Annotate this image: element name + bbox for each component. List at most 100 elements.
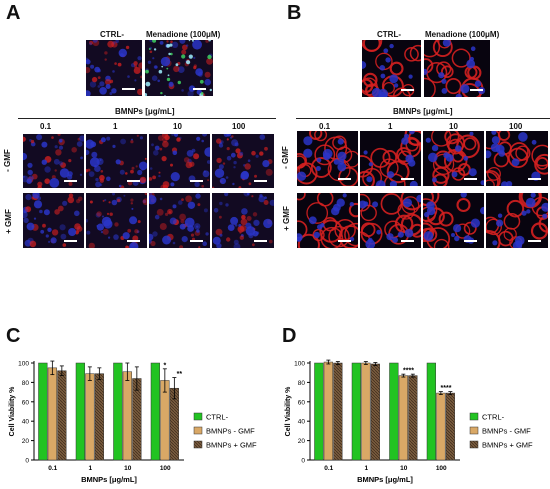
micrograph-texture: [145, 40, 213, 96]
chart-c-bar-bmnps-gmf-0.1: [47, 367, 57, 461]
chart-c-bar-bmnps+gmf-10: [132, 378, 142, 461]
micrograph-texture: [423, 131, 484, 186]
panel-b-plus-gmf-1-image: [360, 193, 421, 248]
chart-c-bar-bmnps-gmf-1: [85, 373, 95, 461]
chart-c-xtick-label: 1: [88, 465, 92, 472]
panel-b-group-title: BMNPs [μg/mL]: [393, 107, 453, 116]
scale-bar: [338, 178, 351, 180]
chart-c-bar-bmnps+gmf-1: [94, 373, 104, 461]
chart-c-ylabel: Cell Viability %: [9, 386, 16, 436]
panel-b-plus-gmf-10-image: [423, 193, 484, 248]
micrograph-texture: [486, 131, 548, 186]
chart-c-bar-ctrl--100: [150, 362, 160, 461]
panel-a-minus-gmf-0.1-image: [23, 134, 84, 188]
chart-c-bar-ctrl--0.1: [38, 362, 48, 461]
scale-bar: [64, 240, 77, 242]
chart-d-bar-ctrl--1: [351, 362, 361, 461]
panel-b-minus-gmf-0.1-image: [297, 131, 358, 186]
panel-b-conc-2: 10: [449, 122, 458, 131]
scale-bar: [122, 88, 135, 90]
chart-d-ytick-label: 0: [301, 458, 305, 465]
chart-d-ytick-label: 40: [298, 419, 306, 426]
micrograph-texture: [149, 193, 210, 248]
chart-d-bar-ctrl--10: [389, 362, 399, 461]
panel-b-letter: B: [287, 2, 302, 24]
panel-b-minus-gmf-1-image: [360, 131, 421, 186]
panel-a-ctrl-image: [86, 40, 142, 96]
chart-c-ytick-label: 0: [25, 458, 29, 465]
chart-c-xtick-label: 10: [124, 465, 132, 472]
chart-d-bar-bmnps-gmf-10: [398, 375, 408, 461]
scale-bar: [193, 88, 206, 90]
micrograph-texture: [212, 193, 274, 248]
panel-a-minus-gmf-1-image: [86, 134, 147, 188]
chart-c-legend-label: BMNPs + GMF: [206, 441, 257, 450]
panel-a-menadione-label: Menadione (100μM): [146, 30, 221, 39]
chart-d-legend-label: CTRL-: [482, 413, 505, 422]
micrograph-texture: [297, 193, 358, 248]
chart-c-legend-swatch: [193, 440, 203, 449]
scale-bar: [254, 240, 267, 242]
scale-bar: [401, 178, 414, 180]
panel-b-plus-gmf-100-image: [486, 193, 548, 248]
chart-d-significance: ****: [403, 368, 414, 375]
panel-b-conc-3: 100: [509, 122, 523, 131]
chart-c-bar-ctrl--1: [75, 362, 85, 461]
panel-a-letter: A: [6, 2, 21, 24]
chart-c-legend-swatch: [193, 426, 203, 435]
panel-b-ctrl-label: CTRL-: [377, 30, 401, 39]
chart-d-bar-bmnps-gmf-100: [436, 392, 446, 461]
panel-d-letter: D: [282, 325, 297, 347]
panel-a-minus-gmf-100-image: [212, 134, 274, 188]
chart-d-legend-label: BMNPs + GMF: [482, 441, 533, 450]
panel-b-conc-1: 1: [388, 122, 393, 131]
chart-d-ytick-label: 60: [298, 399, 306, 406]
scale-bar: [464, 240, 477, 242]
chart-c-xlabel: BMNPs [μg/mL]: [81, 475, 137, 484]
chart-d-legend-swatch: [469, 440, 479, 449]
chart-d-significance: ****: [441, 385, 452, 392]
chart-d-bar-bmnps+gmf-0.1: [333, 362, 343, 461]
chart-d-legend-swatch: [469, 412, 479, 421]
chart-d-bar-bmnps+gmf-10: [408, 375, 418, 461]
scale-bar: [254, 180, 267, 182]
scale-bar: [190, 180, 203, 182]
micrograph-texture: [149, 134, 210, 188]
scale-bar: [127, 180, 140, 182]
scale-bar: [190, 240, 203, 242]
panel-a-conc-1: 1: [113, 122, 118, 131]
panel-a-plus-gmf-100-image: [212, 193, 274, 248]
chart-d-ytick-label: 20: [298, 438, 306, 445]
micrograph-texture: [424, 40, 490, 97]
panel-a-plus-gmf-10-image: [149, 193, 210, 248]
chart-c-legend-swatch: [193, 412, 203, 421]
chart-d-bar-bmnps-gmf-0.1: [323, 361, 333, 461]
panel-b-divider: [296, 118, 550, 119]
panel-a-row-minus-gmf: - GMF: [2, 149, 12, 172]
panel-b-row-minus-gmf: - GMF: [280, 146, 290, 169]
chart-d-xtick-label: 100: [436, 465, 447, 472]
panel-a-conc-3: 100: [232, 122, 246, 131]
panel-b-menadione-image: [424, 40, 490, 97]
chart-d-xtick-label: 0.1: [324, 465, 333, 472]
micrograph-texture: [360, 193, 421, 248]
scale-bar: [401, 240, 414, 242]
chart-d-legend-swatch: [469, 426, 479, 435]
panel-a-row-plus-gmf: + GMF: [3, 209, 13, 234]
panel-b-plus-gmf-0.1-image: [297, 193, 358, 248]
scale-bar: [528, 178, 541, 180]
scale-bar: [64, 180, 77, 182]
micrograph-texture: [297, 131, 358, 186]
micrograph-texture: [23, 134, 84, 188]
chart-d-ytick-label: 80: [298, 380, 306, 387]
chart-c-legend-label: CTRL-: [206, 413, 229, 422]
panel-b-minus-gmf-100-image: [486, 131, 548, 186]
panel-a-conc-0: 0.1: [40, 122, 52, 131]
micrograph-texture: [360, 131, 421, 186]
chart-d-xtick-label: 10: [400, 465, 408, 472]
micrograph-texture: [486, 193, 548, 248]
micrograph-texture: [362, 40, 421, 97]
panel-b-menadione-label: Menadione (100μM): [425, 30, 500, 39]
chart-d-ylabel: Cell Viability %: [285, 386, 292, 436]
chart-c-bar-bmnps-gmf-10: [122, 371, 132, 461]
